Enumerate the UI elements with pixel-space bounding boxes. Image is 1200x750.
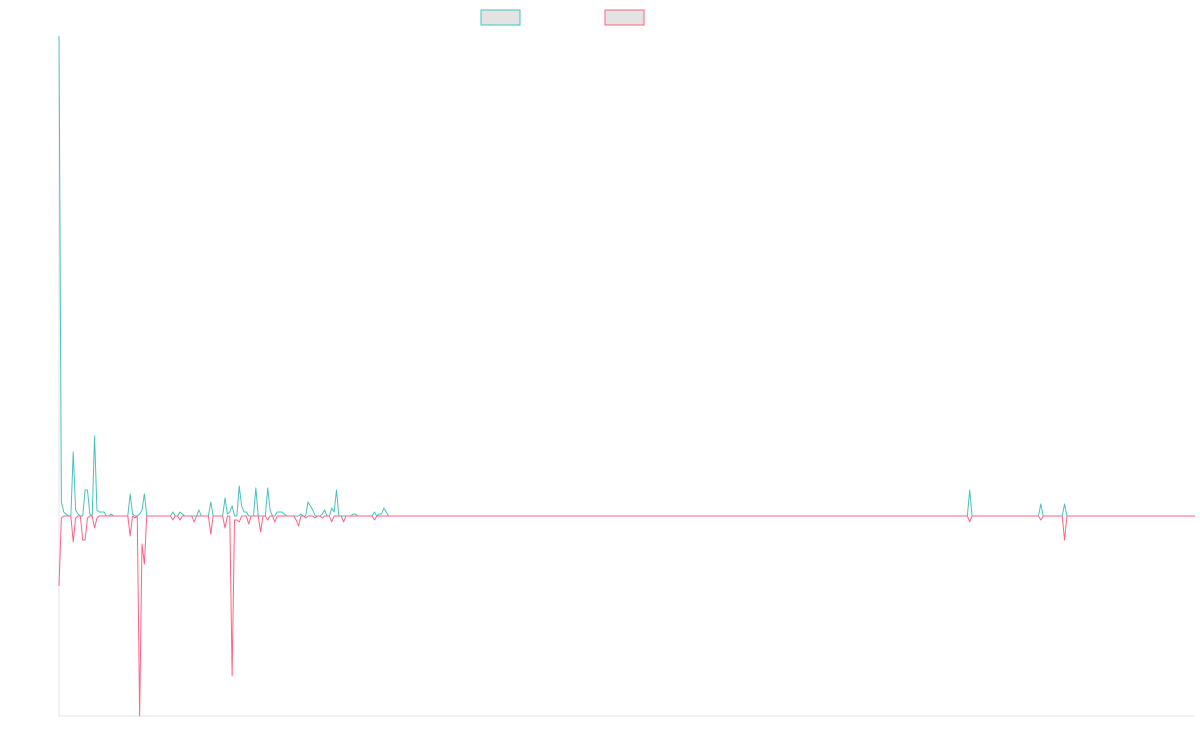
- series-layer: [58, 35, 1195, 717]
- legend-swatch-1[interactable]: [480, 9, 521, 26]
- series-line-1: [58, 35, 1195, 517]
- series-line-2: [58, 515, 1195, 717]
- legend: [480, 9, 645, 26]
- axes: [58, 36, 1195, 717]
- legend-swatch-2[interactable]: [604, 9, 645, 26]
